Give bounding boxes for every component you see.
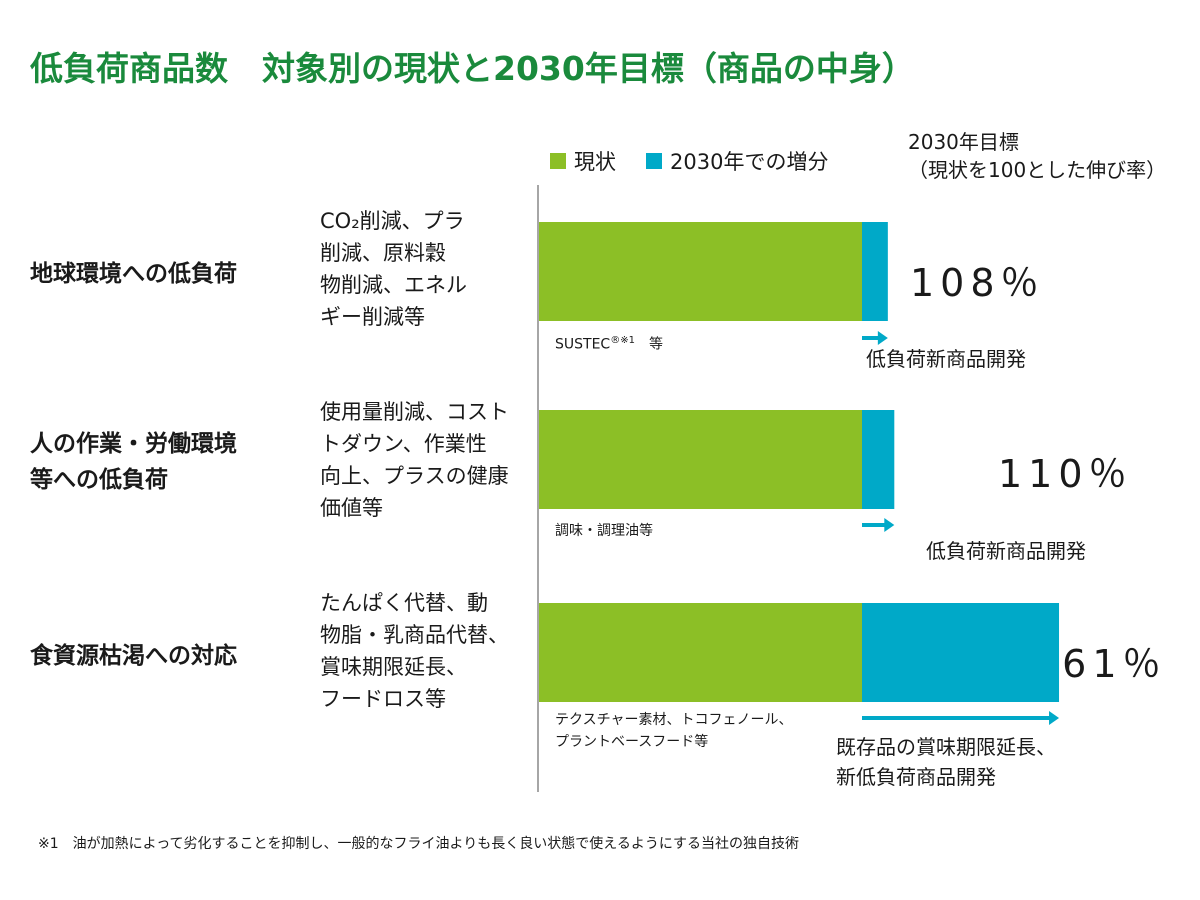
dev-line: 既存品の賞味期限延長、	[836, 735, 1056, 759]
example-2: 調味・調理油等	[555, 520, 653, 542]
desc-line: 使用量削減、コスト	[320, 400, 509, 424]
growth-arrow-head-3	[1049, 711, 1060, 725]
growth-arrow-head-1	[877, 331, 888, 345]
bar-current-1	[539, 222, 862, 321]
bar-increase-2	[862, 410, 895, 509]
category-desc-2: 使用量削減、コスト トダウン、作業性 向上、プラスの健康 価値等	[320, 396, 509, 524]
dev-line: 新低負荷商品開発	[836, 765, 996, 789]
desc-line: 向上、プラスの健康	[320, 464, 509, 488]
legend: 現状 2030年での増分	[550, 146, 858, 176]
bar-increase-3	[862, 603, 1060, 702]
bar-current-3	[539, 603, 862, 702]
category-label-line: 等への低負荷	[30, 467, 168, 493]
desc-line: 賞味期限延長、	[320, 655, 467, 679]
example-line: プラントベースフード等	[555, 734, 709, 750]
desc-line: 物削減、エネル	[320, 273, 467, 297]
example-main: SUSTEC	[555, 336, 611, 353]
category-label-2: 人の作業・労働環境 等への低負荷	[30, 426, 237, 498]
dev-line: 低負荷新商品開発	[926, 539, 1086, 563]
example-1: SUSTEC®※1 等	[555, 330, 663, 356]
category-desc-1: CO₂削減、プラ 削減、原料穀 物削減、エネル ギー削減等	[320, 205, 467, 333]
example-3: テクスチャー素材、トコフェノール、 プラントベースフード等	[555, 709, 792, 753]
legend-swatch-increase	[646, 153, 662, 169]
legend-swatch-current	[550, 153, 566, 169]
desc-line: CO₂削減、プラ	[320, 209, 465, 233]
category-label-3: 食資源枯渇への対応	[30, 638, 237, 674]
legend-item-current: 現状	[550, 146, 616, 176]
category-label-line: 人の作業・労働環境	[30, 431, 237, 457]
desc-line: 価値等	[320, 496, 383, 520]
dev-note-1: 低負荷新商品開発	[866, 344, 1026, 374]
target-value-1: 108％	[910, 261, 1045, 305]
category-desc-3: たんぱく代替、動 物脂・乳商品代替、 賞味期限延長、 フードロス等	[320, 587, 509, 715]
example-line: テクスチャー素材、トコフェノール、	[555, 712, 793, 728]
target-header-line1: 2030年目標	[908, 130, 1019, 154]
desc-line: たんぱく代替、動	[320, 591, 488, 615]
title-part2: 対象別の現状と2030年目標（商品の中身）	[262, 49, 915, 88]
footnote: ※1 油が加熱によって劣化することを抑制し、一般的なフライ油よりも長く良い状態で…	[38, 836, 799, 852]
desc-line: トダウン、作業性	[320, 432, 487, 456]
target-header-line2: （現状を100とした伸び率）	[908, 158, 1167, 182]
category-label-line: 食資源枯渇への対応	[30, 643, 237, 669]
bar-increase-1	[862, 222, 888, 321]
desc-line: 物脂・乳商品代替、	[320, 623, 509, 647]
category-label-1: 地球環境への低負荷	[30, 256, 237, 292]
example-tail: 等	[634, 336, 663, 353]
target-value-2: 110％	[998, 452, 1133, 496]
legend-item-increase: 2030年での増分	[646, 146, 828, 176]
legend-label-increase: 2030年での増分	[670, 150, 829, 174]
desc-line: 削減、原料穀	[320, 241, 446, 265]
bar-current-2	[539, 410, 862, 509]
chart-title: 低負荷商品数 対象別の現状と2030年目標（商品の中身）	[30, 42, 915, 90]
desc-line: フードロス等	[320, 687, 446, 711]
legend-label-current: 現状	[574, 150, 616, 174]
title-part1: 低負荷商品数	[30, 49, 228, 88]
dev-note-3: 既存品の賞味期限延長、 新低負荷商品開発	[836, 732, 1056, 792]
dev-line: 低負荷新商品開発	[866, 347, 1026, 371]
desc-line: ギー削減等	[320, 305, 425, 329]
example-sup: ®※1	[610, 335, 635, 346]
growth-arrow-head-2	[884, 518, 895, 532]
category-label-line: 地球環境への低負荷	[30, 261, 237, 287]
target-header: 2030年目標 （現状を100とした伸び率）	[908, 128, 1166, 184]
dev-note-2: 低負荷新商品開発	[926, 536, 1086, 566]
example-line: 調味・調理油等	[555, 523, 653, 539]
